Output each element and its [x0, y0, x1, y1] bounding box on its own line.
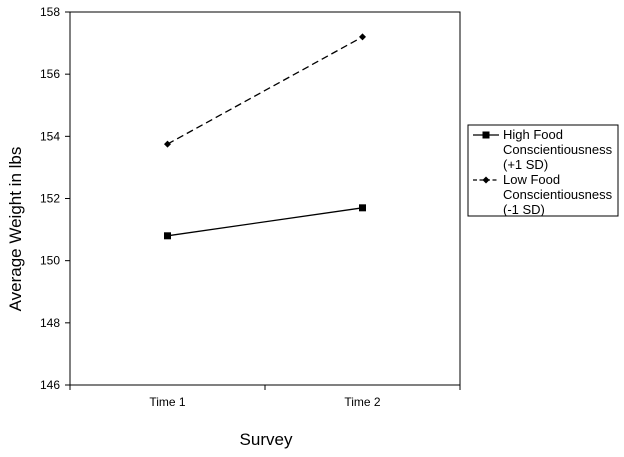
- data-point: [359, 33, 366, 41]
- series-line: [167, 207, 363, 237]
- y-axis-title: Average Weight in lbs: [6, 147, 25, 312]
- series-1: [164, 204, 366, 240]
- x-tick-label: Time 2: [344, 395, 381, 409]
- legend-label: High Food: [503, 127, 563, 142]
- plot-border: [69, 11, 461, 386]
- data-point: [164, 140, 171, 148]
- series-line: [167, 36, 363, 145]
- x-axis-title: Survey: [240, 430, 293, 449]
- y-tick-label: 146: [40, 378, 60, 392]
- x-tick-label: Time 1: [149, 395, 186, 409]
- data-point: [359, 204, 366, 212]
- legend-box: [467, 124, 619, 217]
- legend-label: Low Food: [503, 172, 560, 187]
- legend-label: (-1 SD): [503, 202, 545, 217]
- y-tick-label: 152: [40, 192, 60, 206]
- legend-label: Conscientiousness: [503, 142, 613, 157]
- legend-marker: [482, 176, 490, 184]
- series-layer: [164, 33, 366, 240]
- legend-label: Conscientiousness: [503, 187, 613, 202]
- legend-marker: [482, 131, 490, 139]
- x-axis: Time 1 Time 2: [69, 385, 461, 409]
- y-tick-label: 154: [40, 129, 60, 143]
- data-point: [164, 232, 171, 240]
- y-tick-label: 150: [40, 254, 60, 268]
- y-tick-label: 158: [40, 5, 60, 19]
- legend-label: (+1 SD): [503, 157, 548, 172]
- plot-area: [69, 11, 461, 386]
- series-2: [164, 33, 366, 148]
- y-tick-label: 148: [40, 316, 60, 330]
- y-tick-label: 156: [40, 67, 60, 81]
- y-axis: 146 148 150 152 154 156 158: [40, 5, 70, 392]
